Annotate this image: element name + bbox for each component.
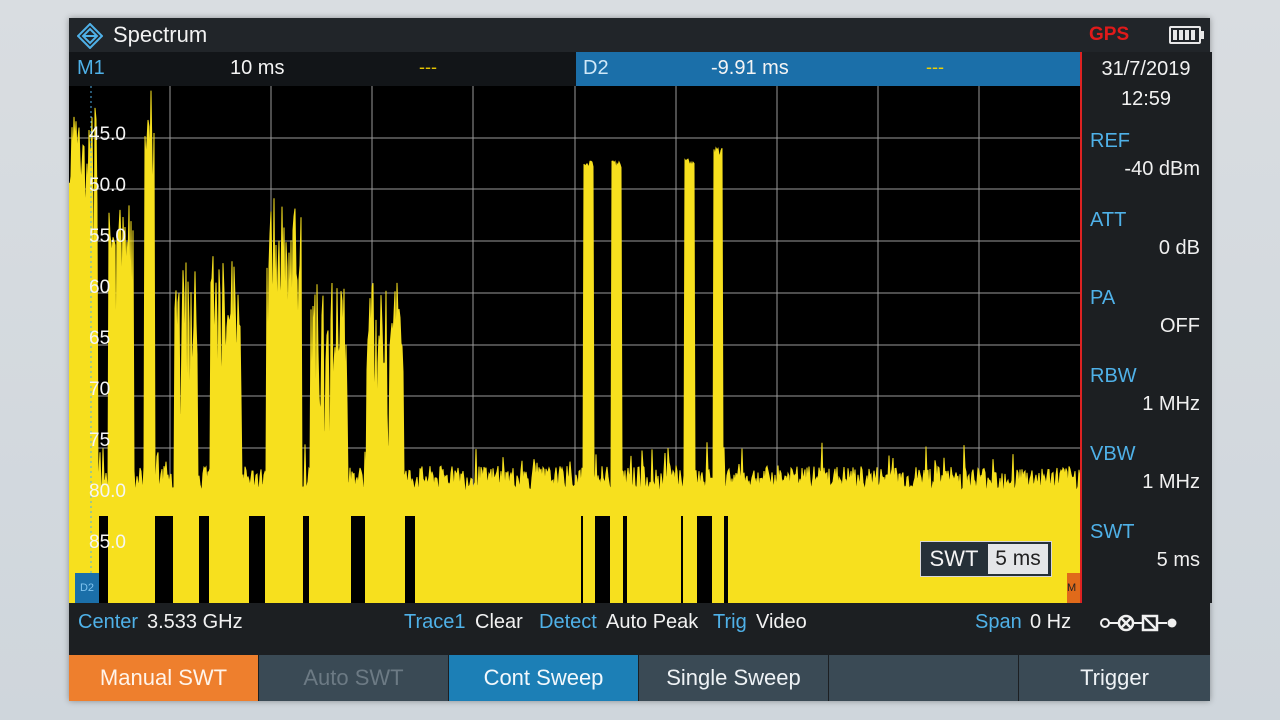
param-vbw-value[interactable]: 1 MHz [1142,471,1200,493]
trace-gap [99,516,108,603]
softkey-cont-sweep[interactable]: Cont Sweep [449,655,639,701]
param-vbw-label[interactable]: VBW [1090,443,1136,465]
span-label[interactable]: Span [975,611,1022,633]
softkey-auto-swt[interactable]: Auto SWT [259,655,449,701]
marker-bar: M1 10 ms --- D2 -9.91 ms --- [69,52,1081,86]
sweep-mode-icon[interactable] [1099,612,1189,634]
param-pa-value[interactable]: OFF [1160,315,1200,337]
param-swt-label[interactable]: SWT [1090,521,1135,543]
trace-gap [303,516,309,603]
parameter-panel: 31/7/2019 12:59 REF -40 dBm ATT 0 dB PA … [1080,52,1212,603]
y-axis-label: 55.0 [89,226,126,247]
title-bar: Spectrum GPS [69,18,1210,52]
trace-gap [595,516,610,603]
y-axis-label: 70 [89,379,111,400]
trace-gap [155,516,173,603]
marker-m1[interactable]: M1 10 ms --- [69,52,576,86]
d2-marker-flag[interactable]: D2 [75,573,99,603]
app-title: Spectrum [113,22,208,47]
y-axis-label: 60 [89,277,111,298]
trace-gap [724,516,728,603]
trace-gap [249,516,265,603]
softkey-single-sweep[interactable]: Single Sweep [639,655,829,701]
analyzer-screen: Spectrum GPS M1 10 ms --- D2 -9.91 ms --… [69,18,1212,701]
detect-value[interactable]: Auto Peak [606,611,699,633]
param-ref-label[interactable]: REF [1090,130,1130,152]
trace-gap [623,516,627,603]
y-axis-label: 85.0 [89,532,126,553]
param-rbw-value[interactable]: 1 MHz [1142,393,1200,415]
trace-value[interactable]: Clear [475,611,523,633]
status-bar: Center 3.533 GHz Trace1 Clear Detect Aut… [69,603,1210,641]
date-display: 31/7/2019 [1101,58,1191,80]
marker-m1-value: 10 ms [230,57,285,79]
y-axis-label: 75 [89,430,111,451]
detect-label[interactable]: Detect [539,611,597,633]
trig-label[interactable]: Trig [713,611,747,633]
y-axis-label: 65 [89,328,111,349]
param-ref-value[interactable]: -40 dBm [1124,158,1200,180]
grid-lines [69,86,1080,603]
softkey-bar: Manual SWT Auto SWT Cont Sweep Single Sw… [69,655,1210,701]
gps-indicator: GPS [1089,24,1130,45]
center-label[interactable]: Center [78,611,139,633]
trace-gap [405,516,415,603]
param-att-label[interactable]: ATT [1090,209,1127,231]
trace-label[interactable]: Trace1 [404,611,466,633]
param-swt-value[interactable]: 5 ms [1156,549,1200,571]
trace-display [69,86,1080,603]
y-axis-label: 80.0 [89,481,126,502]
swt-entry-box[interactable]: SWT 5 ms [920,541,1052,577]
m-marker-flag[interactable]: M [1067,573,1080,603]
trace-gap [697,516,712,603]
softkey-trigger[interactable]: Trigger [1019,655,1210,701]
marker-d2[interactable]: D2 -9.91 ms --- [576,52,1081,86]
spectrum-plot[interactable]: 45.0 50.0 55.0 60 65 70 75 80.0 85.0 SWT 5 ms D2… [69,86,1080,603]
y-axis-label: 45.0 [89,124,126,145]
trig-value[interactable]: Video [756,611,807,633]
param-att-value[interactable]: 0 dB [1158,237,1200,259]
marker-d2-value: -9.91 ms [711,57,789,79]
swt-entry-label: SWT [929,546,979,571]
marker-d2-name: D2 [583,57,609,79]
param-rbw-label[interactable]: RBW [1090,365,1137,387]
trace-gap [581,516,583,603]
battery-icon [1169,26,1204,44]
trace-gap [351,516,365,603]
center-value[interactable]: 3.533 GHz [147,611,243,633]
marker-m1-name: M1 [77,57,105,79]
time-display: 12:59 [1120,88,1172,110]
trace-gap [199,516,209,603]
softkey-empty[interactable] [829,655,1019,701]
trace-1 [69,90,1080,603]
marker-d2-level: --- [926,57,944,77]
swt-entry-value[interactable]: 5 ms [988,544,1048,574]
trace-gap [681,516,683,603]
marker-m1-level: --- [419,57,437,77]
param-pa-label[interactable]: PA [1090,287,1116,309]
softkey-manual-swt[interactable]: Manual SWT [69,655,259,701]
rs-diamond-icon [77,23,103,49]
span-value[interactable]: 0 Hz [1030,611,1072,633]
y-axis-label: 50.0 [89,175,126,196]
